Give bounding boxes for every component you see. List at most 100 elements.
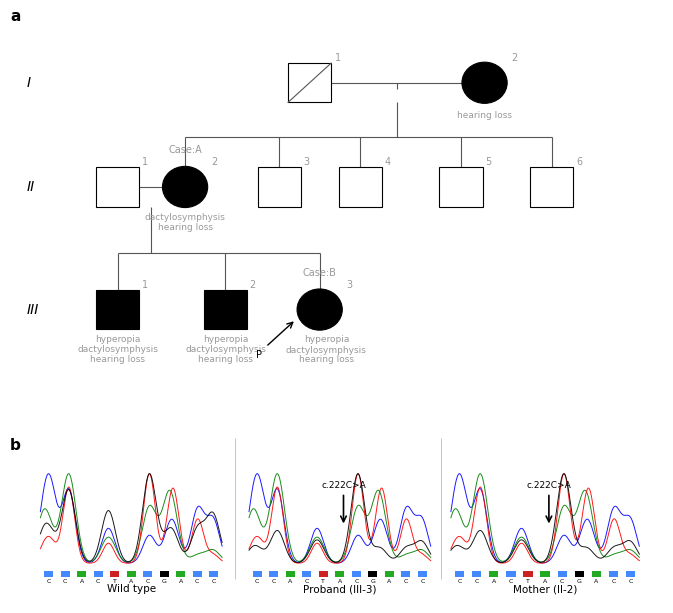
Ellipse shape <box>297 289 343 330</box>
Bar <box>286 571 295 577</box>
Bar <box>592 571 601 577</box>
Bar <box>418 571 427 577</box>
Text: G: G <box>370 579 376 584</box>
Text: Case:A: Case:A <box>168 145 202 155</box>
Text: 2: 2 <box>250 280 256 290</box>
Bar <box>61 571 70 577</box>
Text: C: C <box>354 579 359 584</box>
Text: C: C <box>509 579 513 584</box>
Text: A: A <box>594 579 599 584</box>
Bar <box>143 571 152 577</box>
Text: T: T <box>322 579 325 584</box>
Text: 2: 2 <box>211 158 217 167</box>
Bar <box>339 167 382 207</box>
Bar <box>160 571 169 577</box>
Ellipse shape <box>462 62 507 104</box>
Text: dactylosymphysis: dactylosymphysis <box>77 345 158 354</box>
Text: C: C <box>305 579 309 584</box>
Text: 3: 3 <box>304 158 310 167</box>
Bar <box>335 571 345 577</box>
Text: C: C <box>420 579 425 584</box>
Text: hyperopia: hyperopia <box>304 335 349 344</box>
Text: C: C <box>612 579 616 584</box>
Text: c.222C>A: c.222C>A <box>321 481 366 490</box>
Text: T: T <box>526 579 530 584</box>
Text: Mother (II-2): Mother (II-2) <box>513 584 577 594</box>
Bar <box>302 571 312 577</box>
Text: hearing loss: hearing loss <box>198 355 253 364</box>
Text: 6: 6 <box>576 158 582 167</box>
Text: C: C <box>195 579 199 584</box>
Text: hearing loss: hearing loss <box>457 112 512 120</box>
Text: hyperopia: hyperopia <box>95 335 141 345</box>
Bar <box>524 571 533 577</box>
Text: c.222C>A: c.222C>A <box>526 481 571 490</box>
Bar <box>44 571 53 577</box>
Bar <box>269 571 279 577</box>
Text: 3: 3 <box>346 280 352 290</box>
Text: C: C <box>457 579 462 584</box>
Text: Case:B: Case:B <box>303 268 336 278</box>
Text: hearing loss: hearing loss <box>90 355 145 364</box>
Text: C: C <box>63 579 67 584</box>
Bar <box>209 571 218 577</box>
Text: 1: 1 <box>142 158 148 167</box>
Text: G: G <box>577 579 582 584</box>
Bar <box>192 571 202 577</box>
Text: A: A <box>491 579 496 584</box>
Bar <box>204 290 247 329</box>
Bar <box>288 63 331 102</box>
Bar <box>352 571 361 577</box>
Bar <box>319 571 328 577</box>
Bar <box>626 571 635 577</box>
Text: C: C <box>629 579 633 584</box>
Bar <box>258 167 301 207</box>
Bar <box>540 571 550 577</box>
Bar <box>368 571 378 577</box>
Bar <box>472 571 481 577</box>
Bar <box>489 571 499 577</box>
Text: C: C <box>145 579 150 584</box>
Bar <box>401 571 411 577</box>
Text: A: A <box>543 579 547 584</box>
Text: dactylosymphysis: dactylosymphysis <box>145 213 225 221</box>
Text: dactylosymphysis: dactylosymphysis <box>185 345 266 354</box>
Text: C: C <box>46 579 51 584</box>
Text: A: A <box>79 579 84 584</box>
Text: 1: 1 <box>334 53 341 63</box>
Bar <box>77 571 86 577</box>
Text: I: I <box>27 76 31 89</box>
Text: A: A <box>387 579 392 584</box>
Text: A: A <box>338 579 342 584</box>
Bar <box>506 571 516 577</box>
Bar <box>530 167 573 207</box>
Bar <box>253 571 262 577</box>
Text: III: III <box>27 303 39 316</box>
Text: C: C <box>96 579 100 584</box>
Text: A: A <box>129 579 133 584</box>
Bar <box>176 571 185 577</box>
Ellipse shape <box>162 166 208 208</box>
Text: C: C <box>255 579 260 584</box>
Text: A: A <box>178 579 183 584</box>
Text: A: A <box>288 579 293 584</box>
Text: C: C <box>404 579 408 584</box>
Text: C: C <box>474 579 479 584</box>
Bar <box>575 571 584 577</box>
Text: C: C <box>560 579 565 584</box>
Text: hearing loss: hearing loss <box>299 356 354 364</box>
Bar <box>94 571 103 577</box>
Bar <box>127 571 136 577</box>
Text: 4: 4 <box>384 158 390 167</box>
Bar <box>110 571 119 577</box>
Text: G: G <box>162 579 167 584</box>
Bar <box>96 167 139 207</box>
Text: hearing loss: hearing loss <box>157 223 213 232</box>
Text: 1: 1 <box>142 280 148 290</box>
Bar <box>439 167 483 207</box>
Text: Wild type: Wild type <box>107 584 155 594</box>
Text: 2: 2 <box>511 53 517 63</box>
Text: T: T <box>113 579 116 584</box>
Text: dactylosymphysis: dactylosymphysis <box>286 346 367 354</box>
Text: C: C <box>211 579 216 584</box>
